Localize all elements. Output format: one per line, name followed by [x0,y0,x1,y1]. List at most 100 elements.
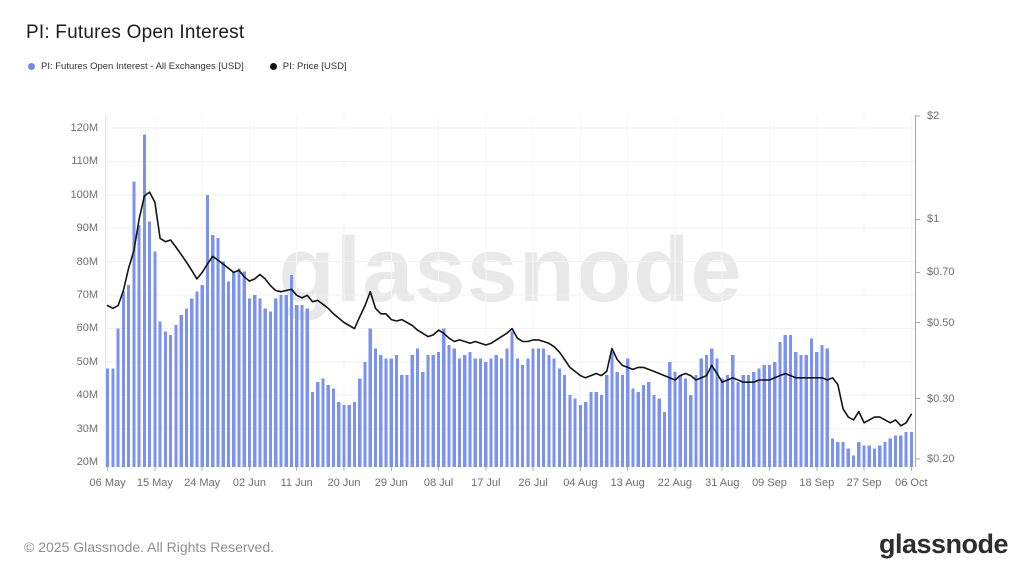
open-interest-bar [689,395,693,467]
y-axis-left-label: 60M [76,322,98,335]
open-interest-bar [699,358,703,467]
open-interest-bar [410,355,414,467]
open-interest-bar [132,181,136,467]
open-interest-bar [337,401,341,467]
glassnode-logo: glassnode [878,529,1009,559]
open-interest-bar [263,308,267,467]
open-interest-bar [542,348,546,467]
open-interest-bar [657,398,661,467]
open-interest-bar [494,355,498,467]
x-axis-label: 15 May [136,477,173,489]
x-axis-label: 26 Jul [518,477,548,489]
open-interest-bar [310,391,315,467]
copyright-text: © 2025 Glassnode. All Rights Reserved. [24,539,275,555]
open-interest-bar [668,361,672,467]
open-interest-bar [909,431,913,467]
x-axis-label: 24 May [184,477,221,489]
open-interest-bar [872,448,877,467]
open-interest-bar [778,341,782,467]
open-interest-bar [452,348,456,467]
open-interest-bar [111,368,115,467]
open-interest-bar [715,358,719,467]
open-interest-bar [636,391,640,467]
y-axis-left-label: 120M [70,122,98,134]
open-interest-bar [794,351,798,467]
open-interest-bar [484,361,488,467]
open-interest-bar [815,351,819,467]
page-title: PI: Futures Open Interest [26,22,245,43]
open-interest-bar [205,194,210,468]
open-interest-bar [662,411,667,467]
x-axis-label: 22 Aug [657,477,693,489]
open-interest-bar [321,378,325,467]
x-axis-label: 06 May [89,477,126,489]
open-interest-bar [169,335,173,467]
open-interest-bar [830,438,835,467]
legend-item-open-interest[interactable]: PI: Futures Open Interest - All Exchange… [28,61,244,72]
open-interest-bar [704,355,709,467]
legend-dot-price-icon [269,63,277,70]
open-interest-bar [589,391,593,467]
open-interest-bar [253,295,257,467]
open-interest-bar [757,368,761,467]
open-interest-bar [631,388,635,467]
open-interest-bar [436,351,441,467]
open-interest-bar [184,308,188,467]
open-interest-bar [442,328,446,467]
open-interest-bar [221,261,225,467]
open-interest-bar [825,348,829,467]
open-interest-bar [289,275,294,467]
open-interest-bar [358,378,362,467]
open-interest-bar [148,221,152,467]
open-interest-bar [673,371,677,467]
open-interest-bar [773,361,777,467]
open-interest-bar [641,385,646,467]
open-interest-bar [384,358,388,467]
open-interest-bar [415,348,420,467]
chart-plot-area[interactable] [105,115,921,473]
open-interest-bar [137,224,141,467]
open-interest-bar [678,375,682,467]
legend-item-price[interactable]: PI: Price [USD] [269,61,347,72]
x-axis-label: 04 Aug [563,477,598,489]
open-interest-bar [190,298,194,467]
open-interest-bar [342,405,346,467]
open-interest-bar [647,381,651,467]
open-interest-bar [457,358,462,467]
y-axis-left-label: 90M [76,222,98,235]
open-interest-bar [216,238,220,467]
open-interest-bar [652,395,656,467]
open-interest-bar [725,375,730,467]
open-interest-bar [783,335,787,467]
open-interest-bar [174,325,178,467]
open-interest-bar [505,348,509,467]
open-interest-bar [836,442,840,467]
open-interest-bar [563,375,567,467]
open-interest-bar [473,358,477,467]
open-interest-bar [247,298,252,467]
open-interest-bar [295,305,299,467]
open-interest-bar [536,348,540,467]
open-interest-bar [274,298,278,467]
open-interest-bar [731,355,735,467]
open-interest-bar [515,358,519,467]
x-axis-label: 02 Jun [232,477,266,489]
open-interest-bar [904,431,908,467]
open-interest-bar [352,401,357,467]
chart-legend: PI: Futures Open Interest - All Exchange… [28,61,347,72]
y-axis-right-label: $0.30 [927,392,955,405]
open-interest-bar [499,358,504,467]
open-interest-bar [400,375,404,467]
y-axis-right-label: $0.50 [927,316,955,329]
open-interest-bar [862,445,866,467]
open-interest-bar [736,381,740,467]
y-axis-left-label: 40M [76,389,98,402]
open-interest-bar [431,355,435,467]
open-interest-bar [626,358,630,467]
y-axis-left-label: 20M [76,456,98,468]
open-interest-bar [179,315,183,467]
open-interest-bar [741,375,745,467]
open-interest-bar [232,271,236,467]
open-interest-bar [694,375,698,467]
y-axis-left-label: 110M [71,155,98,168]
